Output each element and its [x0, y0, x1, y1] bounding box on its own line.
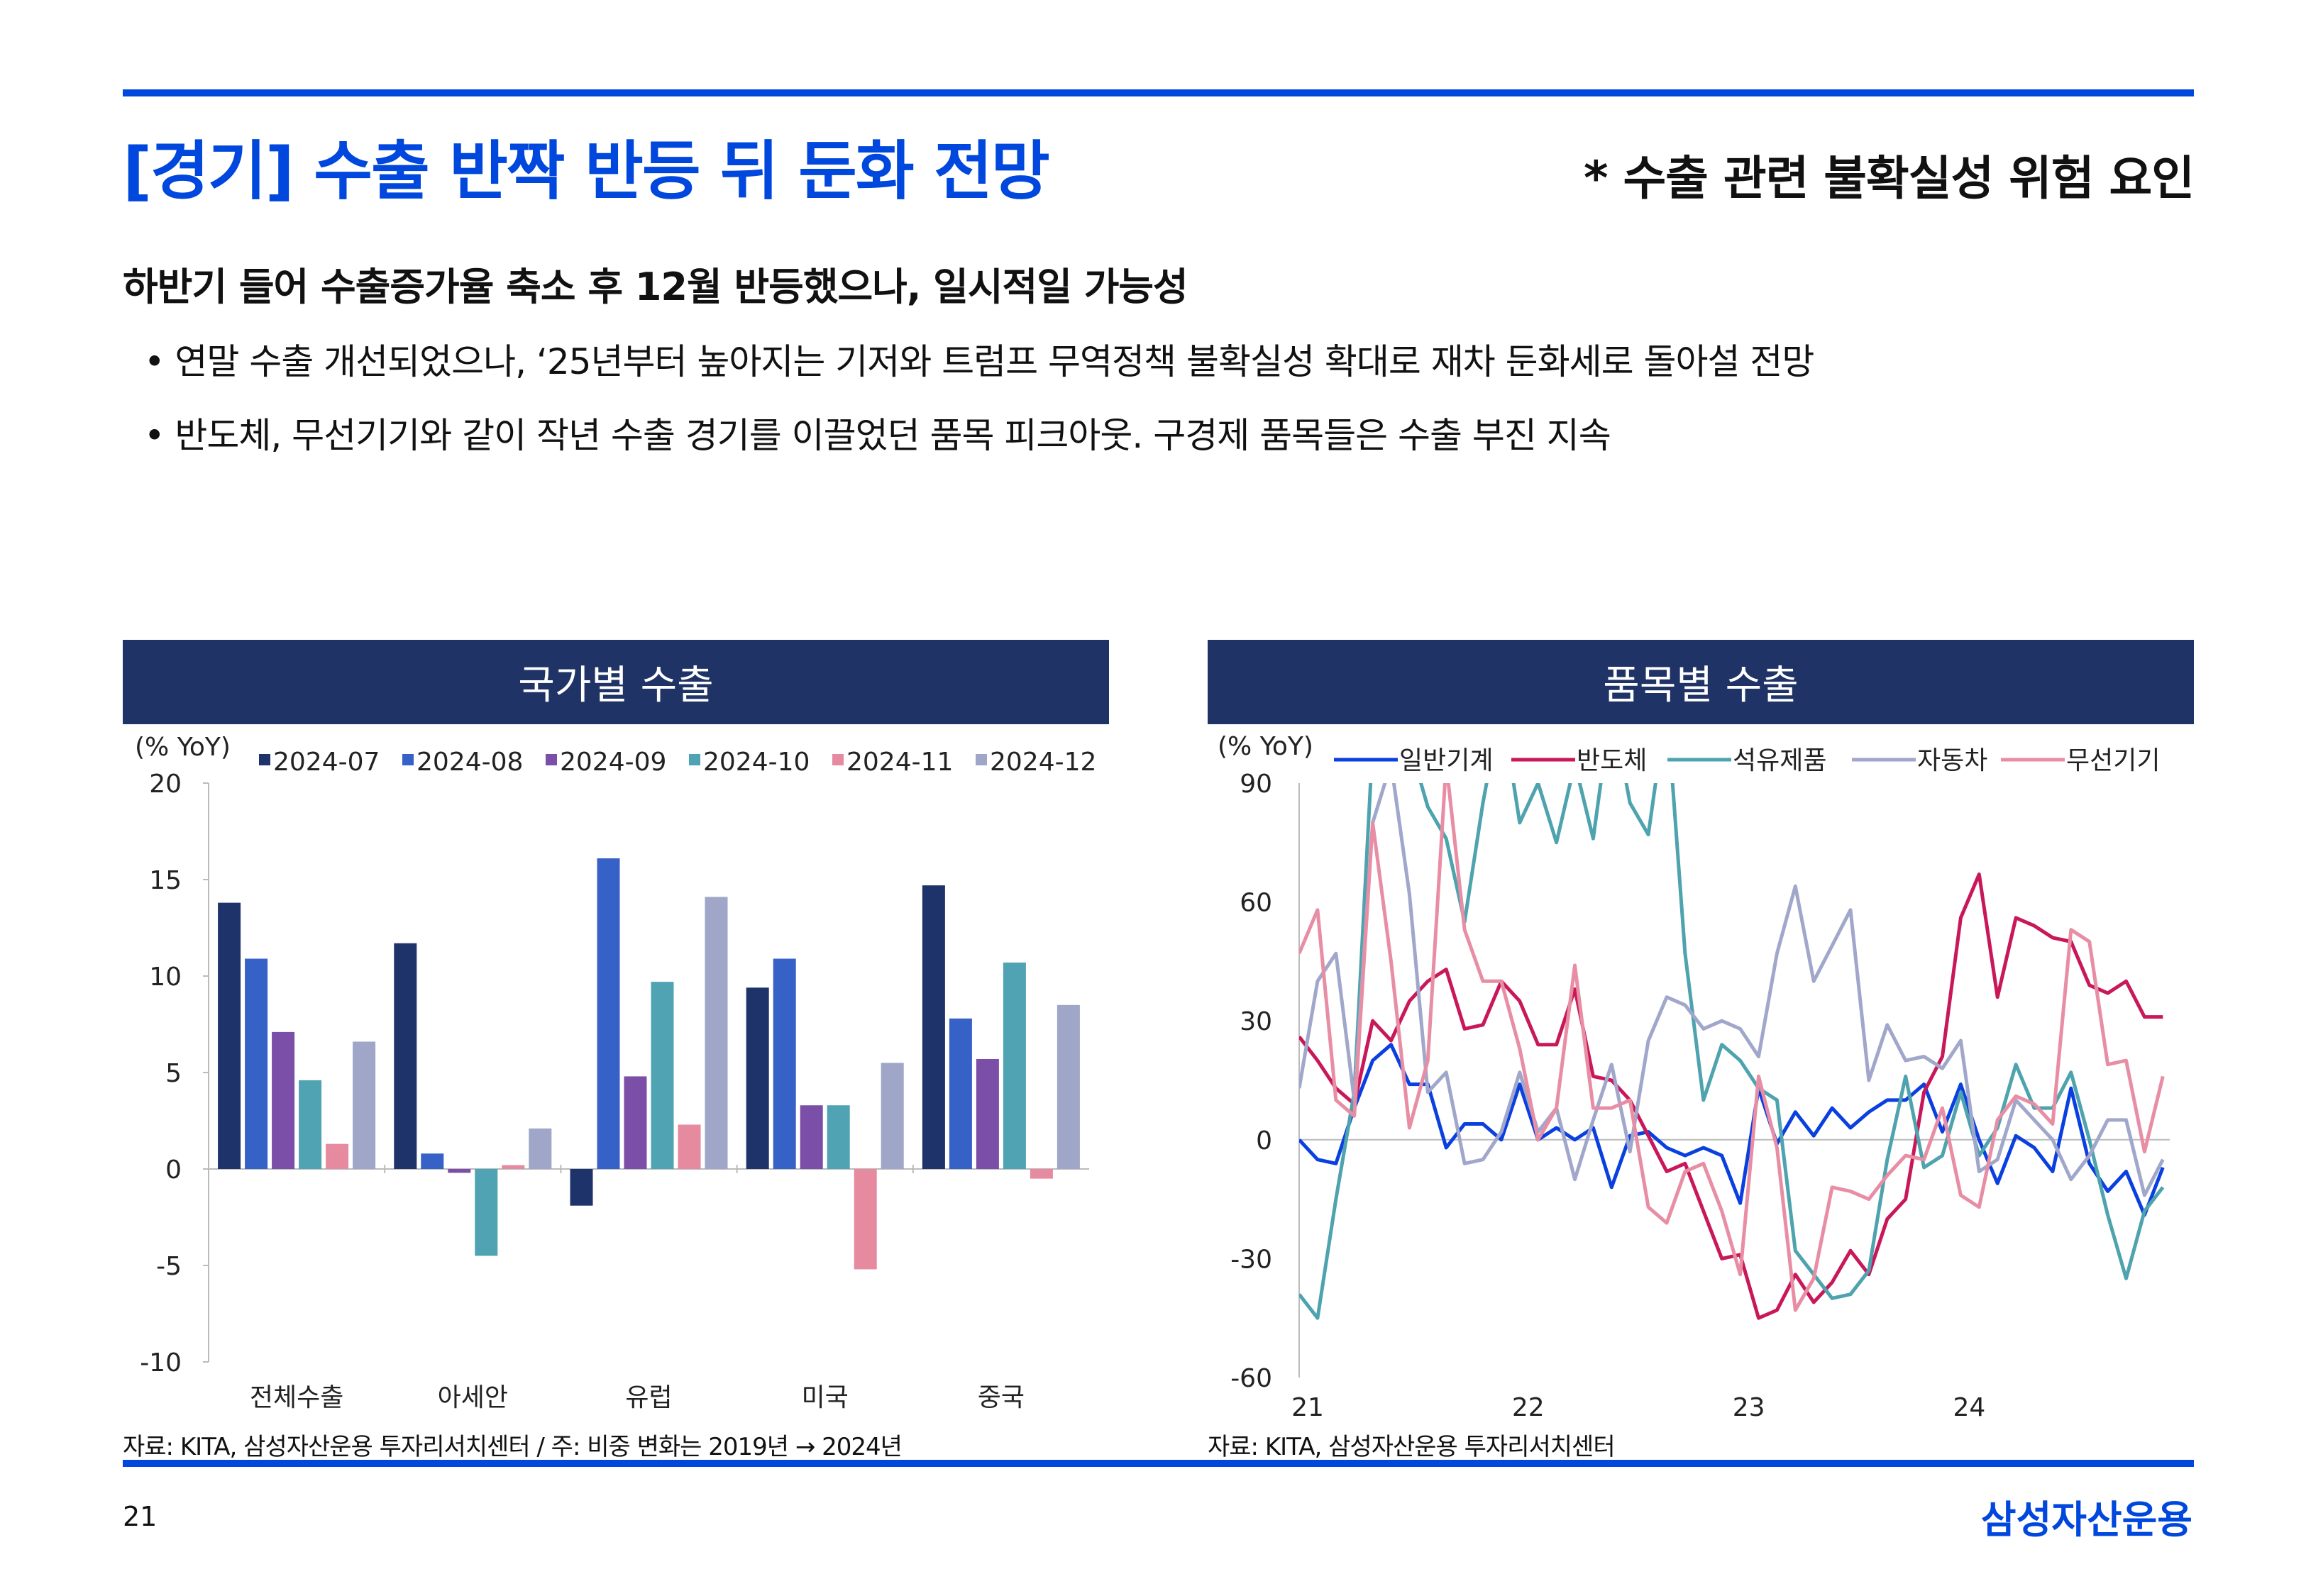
bar-2024-07	[922, 885, 945, 1169]
legend-label: 무선기기	[2066, 746, 2160, 775]
legend-swatch	[259, 754, 270, 765]
y-tick-label: 0	[1256, 1126, 1272, 1156]
y-axis-unit: (% YoY)	[135, 733, 231, 762]
y-tick-label: 60	[1240, 889, 1272, 918]
legend-label: 반도체	[1577, 746, 1647, 775]
bar-2024-09	[448, 1169, 471, 1173]
y-tick-label: -5	[156, 1252, 182, 1281]
legend-label: 2024-10	[703, 748, 810, 777]
y-tick-label: 15	[149, 866, 182, 895]
legend-label: 2024-07	[273, 748, 380, 777]
bar-2024-10	[827, 1105, 850, 1169]
y-tick-label: 10	[149, 963, 182, 992]
header-note: * 수출 관련 불확실성 위험 요인	[1583, 151, 2195, 206]
legend-swatch	[402, 754, 414, 765]
series-line-석유제품	[1299, 783, 2165, 1320]
legend-label: 2024-11	[846, 748, 953, 777]
page-number: 21	[123, 1501, 158, 1532]
bar-2024-09	[976, 1058, 999, 1169]
y-tick-label: 20	[149, 770, 182, 799]
series-line-반도체	[1299, 872, 2163, 1320]
x-tick-label: 22	[1512, 1393, 1545, 1422]
x-tick-label: 23	[1733, 1393, 1765, 1422]
y-tick-label: -10	[140, 1348, 182, 1378]
legend-label: 2024-09	[560, 748, 666, 777]
series-line-자동차	[1299, 783, 2165, 1197]
x-category-label: 유럽	[625, 1383, 672, 1412]
bar-2024-10	[1003, 962, 1026, 1169]
panel-header-country: 국가별 수출	[123, 640, 1109, 724]
bar-2024-11	[854, 1169, 877, 1270]
bar-2024-09	[800, 1105, 823, 1169]
bar-2024-08	[421, 1153, 444, 1169]
summary-bullet: • 연말 수출 개선되었으나, ‘25년부터 높아지는 기저와 트럼프 무역정책…	[144, 341, 1814, 382]
top-rule	[123, 89, 2194, 96]
bar-2024-12	[881, 1063, 904, 1169]
x-category-label: 전체수출	[250, 1383, 343, 1412]
bar-2024-09	[624, 1076, 647, 1169]
bar-2024-07	[570, 1169, 593, 1206]
x-tick-label: 21	[1291, 1393, 1324, 1422]
bar-2024-11	[326, 1143, 349, 1169]
bar-2024-07	[746, 987, 769, 1169]
bar-2024-12	[705, 897, 728, 1169]
x-tick-label: 24	[1953, 1393, 1985, 1422]
bottom-rule	[123, 1460, 2194, 1467]
bar-2024-11	[1030, 1169, 1053, 1179]
legend-swatch	[976, 754, 987, 765]
series-line-무선기기	[1299, 783, 2165, 1312]
y-tick-label: 30	[1240, 1007, 1272, 1036]
bar-2024-08	[949, 1018, 972, 1169]
y-tick-label: 0	[165, 1156, 182, 1185]
source-note-product: 자료: KITA, 삼성자산운용 투자리서치센터	[1208, 1433, 1616, 1461]
bar-2024-08	[773, 958, 796, 1169]
bar-2024-07	[218, 902, 241, 1169]
page-title: [경기] 수출 반짝 반등 뒤 둔화 전망	[123, 134, 1050, 209]
legend-label: 2024-12	[990, 748, 1096, 777]
bar-2024-10	[475, 1169, 498, 1256]
bar-2024-11	[678, 1124, 701, 1169]
bar-2024-09	[272, 1031, 295, 1169]
y-tick-label: 5	[165, 1059, 182, 1088]
bar-2024-11	[502, 1165, 525, 1169]
summary-subtitle: 하반기 들어 수출증가율 축소 후 12월 반등했으나, 일시적일 가능성	[123, 265, 1188, 309]
legend-swatch	[689, 754, 700, 765]
source-note-country: 자료: KITA, 삼성자산운용 투자리서치센터 / 주: 비중 변화는 201…	[123, 1433, 903, 1461]
y-tick-label: -60	[1230, 1364, 1272, 1393]
legend-label: 2024-08	[416, 748, 523, 777]
legend-swatch	[832, 754, 844, 765]
bar-2024-08	[597, 858, 620, 1169]
legend-label: 일반기계	[1399, 746, 1493, 775]
bar-2024-12	[1057, 1004, 1080, 1169]
y-tick-label: 90	[1240, 770, 1272, 799]
bar-2024-10	[651, 982, 674, 1169]
legend-label: 석유제품	[1733, 746, 1826, 775]
company-logo: 삼성자산운용	[1980, 1497, 2192, 1542]
x-category-label: 미국	[802, 1383, 849, 1412]
y-axis-unit: (% YoY)	[1218, 732, 1313, 761]
bar-2024-07	[394, 943, 417, 1169]
bar-2024-10	[299, 1080, 322, 1169]
legend-swatch	[546, 754, 557, 765]
bar-2024-12	[353, 1041, 376, 1169]
bar-2024-08	[245, 958, 268, 1169]
bar-2024-12	[529, 1128, 552, 1169]
x-category-label: 아세안	[438, 1383, 508, 1412]
summary-bullet: • 반도체, 무선기기와 같이 작년 수출 경기를 이끌었던 품목 피크아웃. …	[144, 415, 1611, 456]
series-line-일반기계	[1299, 1043, 2165, 1217]
panel-header-product: 품목별 수출	[1208, 640, 2194, 724]
legend-label: 자동차	[1917, 746, 1987, 775]
x-category-label: 중국	[978, 1383, 1025, 1412]
y-tick-label: -30	[1230, 1245, 1272, 1274]
